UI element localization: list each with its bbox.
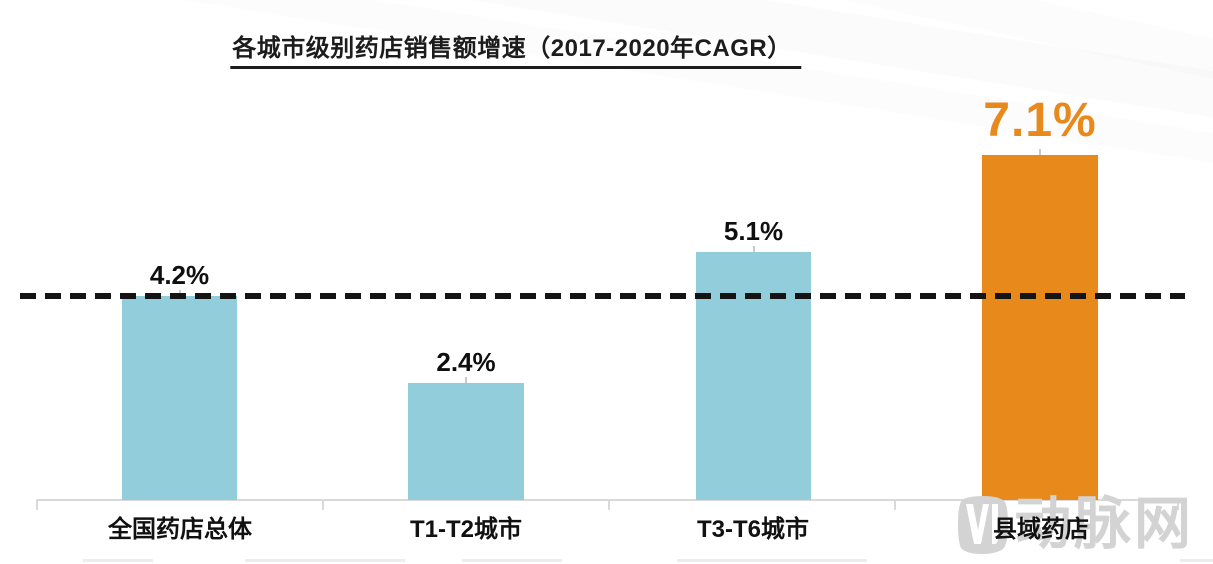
bar-value-label: 5.1% <box>723 215 784 246</box>
x-axis-tick <box>36 499 38 510</box>
bar-t3-t6-cities <box>696 252 811 500</box>
benchmark-dashed-line <box>20 293 1185 299</box>
bar-value-label: 4.2% <box>149 259 210 290</box>
bar-county-pharmacies <box>982 155 1098 500</box>
bar-value-label: 2.4% <box>436 346 496 377</box>
bar-t1-t2-cities <box>408 383 524 500</box>
cropped-text-fragment <box>83 559 153 562</box>
chart-title: 各城市级别药店销售额增速（2017-2020年CAGR） <box>230 35 802 69</box>
background-streak <box>626 0 1213 141</box>
bar-top-tick <box>465 377 467 383</box>
x-axis-tick <box>894 499 896 510</box>
cropped-text-fragment <box>677 559 867 562</box>
watermark-text: 动脉网 <box>1014 492 1194 556</box>
bar-group-national-overall: 4.2% <box>122 259 237 500</box>
bar-group-county-pharmacies: 7.1% <box>982 93 1098 500</box>
x-axis-tick <box>322 499 324 510</box>
category-label-t3-t6-cities: T3-T6城市 <box>696 516 810 543</box>
cropped-text-fragment <box>462 559 562 562</box>
x-axis-tick <box>608 499 610 510</box>
bar-value-label-highlight: 7.1% <box>983 93 1097 147</box>
bar-group-t1-t2-cities: 2.4% <box>408 346 524 500</box>
cropped-text-fragment <box>245 559 405 562</box>
bar-group-t3-t6-cities: 5.1% <box>696 215 811 500</box>
bar-top-tick <box>1039 149 1041 155</box>
bar-national-overall <box>122 296 237 500</box>
category-label-t1-t2-cities: T1-T2城市 <box>409 516 523 543</box>
watermark: 动脉网 <box>958 496 1194 554</box>
cropped-text-fragment <box>1180 559 1213 562</box>
bar-top-tick <box>752 246 755 252</box>
x-axis-tick <box>1177 499 1179 510</box>
category-label-county-pharmacies: 县域药店 <box>993 516 1089 543</box>
vbdata-logo-icon <box>958 496 1008 554</box>
category-label-national-overall: 全国药店总体 <box>108 516 252 543</box>
x-axis-line <box>36 499 1179 501</box>
